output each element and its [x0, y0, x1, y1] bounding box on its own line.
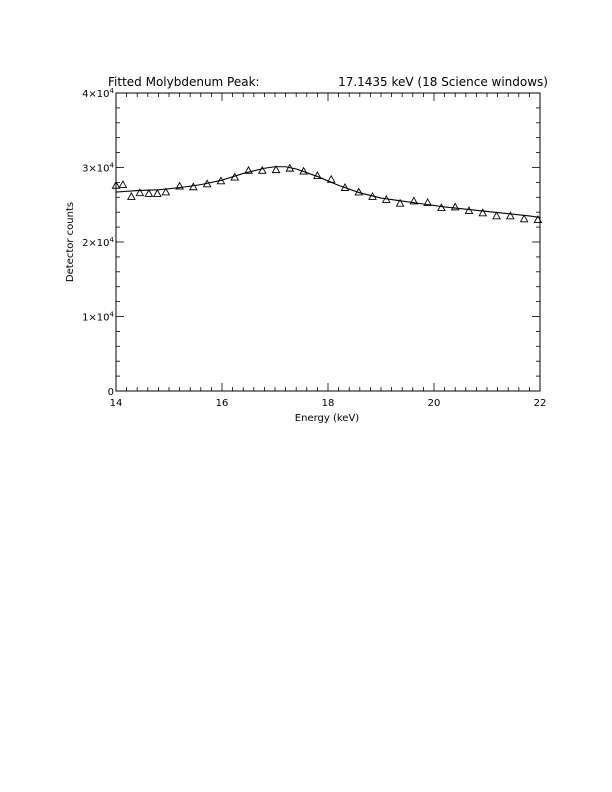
y-axis-label: Detector counts — [65, 202, 76, 282]
x-tick-label: 16 — [216, 398, 229, 409]
data-point — [354, 187, 364, 196]
data-point — [230, 172, 240, 181]
data-point — [492, 211, 501, 220]
y-tick-label: 1×104 — [82, 311, 114, 324]
chart-subtitle: 17.1435 keV (18 Science windows) — [338, 75, 548, 89]
data-point — [216, 176, 226, 185]
data-point — [152, 189, 162, 197]
data-point — [202, 179, 212, 188]
data-point — [135, 188, 145, 197]
data-point — [533, 215, 543, 223]
y-tick-labels: 0 1×104 2×104 3×104 4×104 — [82, 87, 114, 398]
data-point — [437, 203, 446, 212]
data-point — [257, 165, 267, 174]
y-tick-label: 3×104 — [82, 162, 114, 175]
plot-axes — [115, 92, 541, 392]
x-tick-label: 14 — [110, 398, 123, 409]
data-point — [326, 174, 336, 183]
data-point — [244, 165, 253, 174]
data-point — [175, 181, 184, 190]
data-point — [313, 171, 322, 180]
x-axis-label: Energy (keV) — [295, 413, 360, 424]
data-point — [381, 195, 391, 203]
data-point — [340, 183, 350, 191]
data-point — [478, 208, 488, 217]
data-point — [505, 211, 515, 220]
data-point — [368, 192, 377, 200]
data-point — [395, 198, 405, 207]
plot-frame — [115, 92, 541, 392]
fit-curve — [115, 166, 541, 218]
data-point — [271, 165, 281, 174]
data-point — [519, 214, 529, 223]
data-point — [450, 202, 460, 211]
data-point — [285, 163, 295, 172]
data-points — [111, 163, 543, 223]
y-tick-label: 2×104 — [82, 236, 114, 249]
data-point — [409, 196, 419, 205]
y-tick-label: 0 — [108, 387, 114, 398]
x-tick-label: 22 — [534, 398, 547, 409]
chart-title: Fitted Molybdenum Peak: — [108, 75, 260, 89]
x-tick-label: 20 — [428, 398, 441, 409]
fit-line — [115, 166, 541, 218]
data-point — [464, 206, 474, 215]
data-point — [161, 187, 171, 196]
data-point — [127, 192, 136, 200]
data-point — [111, 180, 121, 189]
data-point — [118, 180, 128, 188]
data-point — [423, 197, 433, 206]
y-tick-label: 4×104 — [82, 87, 114, 100]
data-point — [299, 166, 308, 175]
x-tick-labels: 14 16 18 20 22 — [110, 398, 547, 409]
data-point — [189, 182, 198, 191]
data-point — [144, 189, 154, 197]
x-tick-label: 18 — [322, 398, 335, 409]
